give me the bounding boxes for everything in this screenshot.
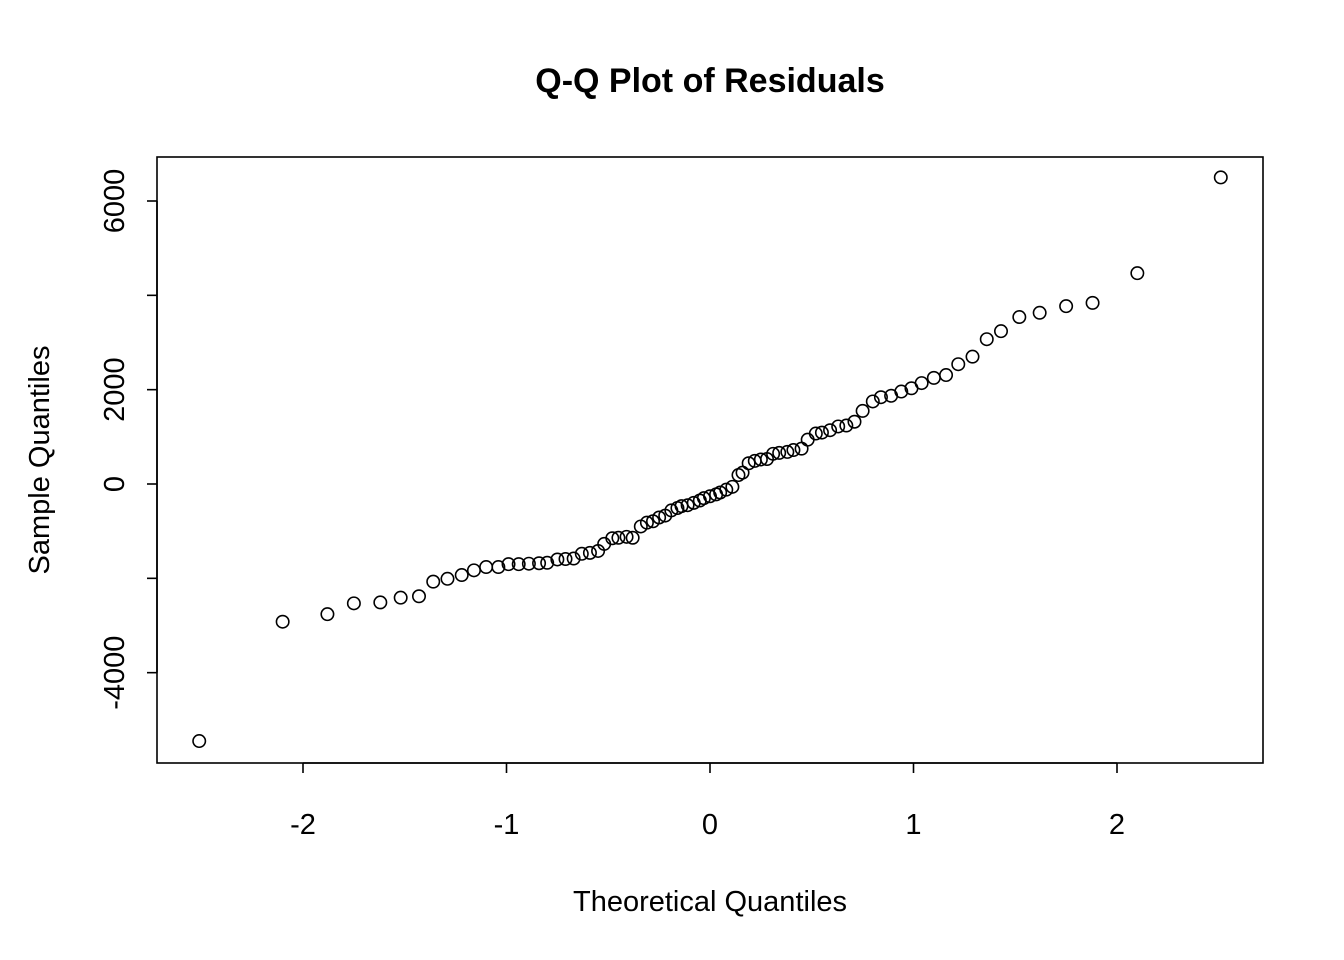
data-point [926,370,941,385]
data-point [780,444,795,459]
data-point [1130,266,1145,281]
x-axis-label: Theoretical Quantiles [573,886,847,918]
x-axis: -2 -1 0 1 2 [290,762,1125,841]
x-tick-label: -1 [494,809,520,841]
data-point [1012,310,1027,325]
y-tick-label: 0 [99,476,131,492]
data-point [894,384,909,399]
x-tick-label: 1 [905,809,921,841]
data-points [192,170,1228,749]
data-point [479,560,494,575]
data-point [814,425,829,440]
data-point [808,426,823,441]
y-tick-label: 2000 [99,357,131,422]
data-point [772,445,787,460]
data-point [611,530,626,545]
data-point [605,531,620,546]
data-point [619,529,634,544]
y-tick-label: -4000 [99,636,131,710]
data-point [558,551,573,566]
y-axis-label: Sample Quantiles [24,346,56,575]
data-point [855,403,870,418]
data-point [454,568,469,583]
data-point [521,556,536,571]
x-tick-label: 0 [702,809,718,841]
data-point [574,546,589,561]
data-point [839,418,854,433]
data-point [625,530,640,545]
data-point [965,349,980,364]
data-point [346,596,361,611]
data-point [582,545,597,560]
data-point [794,441,809,456]
y-tick-label: 6000 [99,169,131,234]
data-point [766,446,781,461]
data-point [275,614,290,629]
data-point [696,491,711,506]
data-point [735,465,750,480]
data-point [753,452,768,467]
data-point [914,376,929,391]
data-point [566,551,581,566]
data-point [865,394,880,409]
data-point [847,414,862,429]
data-point [979,332,994,347]
data-point [540,555,555,570]
data-point [192,734,207,749]
data-point [511,557,526,572]
y-axis: -4000 0 2000 6000 [99,169,158,710]
data-point [823,423,838,438]
data-point [393,590,408,605]
data-point [639,515,654,530]
data-point [652,510,667,525]
data-point [373,595,388,610]
data-point [680,498,695,513]
data-point [426,574,441,589]
data-point [550,552,565,567]
data-point [1213,170,1228,185]
data-point [831,419,846,434]
data-point [873,390,888,405]
data-point [994,324,1009,339]
data-point [939,368,954,383]
data-point [532,556,547,571]
data-point [1032,305,1047,320]
data-point [411,589,426,604]
data-point [491,560,506,575]
data-point [800,432,815,447]
data-point [320,607,335,622]
x-tick-label: -2 [290,809,316,841]
data-point [951,357,966,372]
x-tick-label: 2 [1109,809,1125,841]
data-point [725,479,740,494]
data-point [786,443,801,458]
data-point [501,557,516,572]
data-point [466,563,481,578]
chart-title: Q-Q Plot of Residuals [535,62,884,100]
data-point [440,571,455,586]
plot-frame [156,156,1264,764]
data-point [741,456,756,471]
data-point [1059,299,1074,314]
data-point [1085,295,1100,310]
